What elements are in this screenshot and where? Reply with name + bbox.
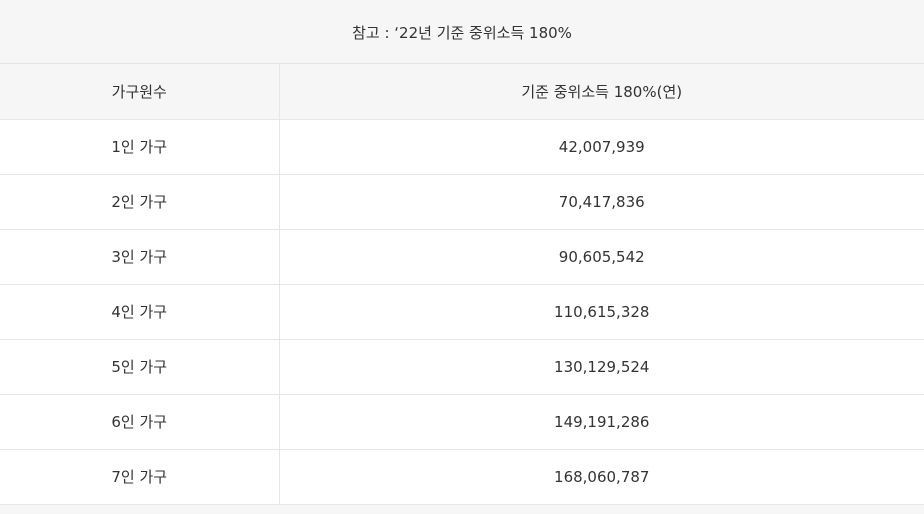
table-row: 2인 가구 70,417,836 bbox=[0, 174, 924, 230]
household-cell: 7인 가구 bbox=[0, 449, 280, 505]
header-income-180: 기준 중위소득 180%(연) bbox=[279, 64, 924, 120]
amount-cell: 168,060,787 bbox=[279, 449, 924, 505]
table-row: 5인 가구 130,129,524 bbox=[0, 339, 924, 395]
amount-cell: 90,605,542 bbox=[279, 229, 924, 285]
median-income-table: 가구원수 기준 중위소득 180%(연) 1인 가구 42,007,939 2인… bbox=[0, 64, 924, 505]
amount-cell: 110,615,328 bbox=[279, 284, 924, 340]
table-row: 6인 가구 149,191,286 bbox=[0, 394, 924, 450]
household-cell: 3인 가구 bbox=[0, 229, 280, 285]
household-cell: 1인 가구 bbox=[0, 119, 280, 175]
household-cell: 4인 가구 bbox=[0, 284, 280, 340]
table-row: 3인 가구 90,605,542 bbox=[0, 229, 924, 285]
table-row: 1인 가구 42,007,939 bbox=[0, 119, 924, 175]
amount-cell: 149,191,286 bbox=[279, 394, 924, 450]
household-cell: 2인 가구 bbox=[0, 174, 280, 230]
amount-cell: 130,129,524 bbox=[279, 339, 924, 395]
table-row: 4인 가구 110,615,328 bbox=[0, 284, 924, 340]
household-cell: 5인 가구 bbox=[0, 339, 280, 395]
table-header: 가구원수 기준 중위소득 180%(연) bbox=[0, 64, 924, 120]
table-body: 1인 가구 42,007,939 2인 가구 70,417,836 3인 가구 … bbox=[0, 119, 924, 505]
table-row: 7인 가구 168,060,787 bbox=[0, 449, 924, 505]
amount-cell: 42,007,939 bbox=[279, 119, 924, 175]
header-household-size: 가구원수 bbox=[0, 64, 280, 120]
table-caption: 참고 : ‘22년 기준 중위소득 180% bbox=[0, 0, 924, 64]
amount-cell: 70,417,836 bbox=[279, 174, 924, 230]
header-row: 가구원수 기준 중위소득 180%(연) bbox=[0, 64, 924, 120]
household-cell: 6인 가구 bbox=[0, 394, 280, 450]
